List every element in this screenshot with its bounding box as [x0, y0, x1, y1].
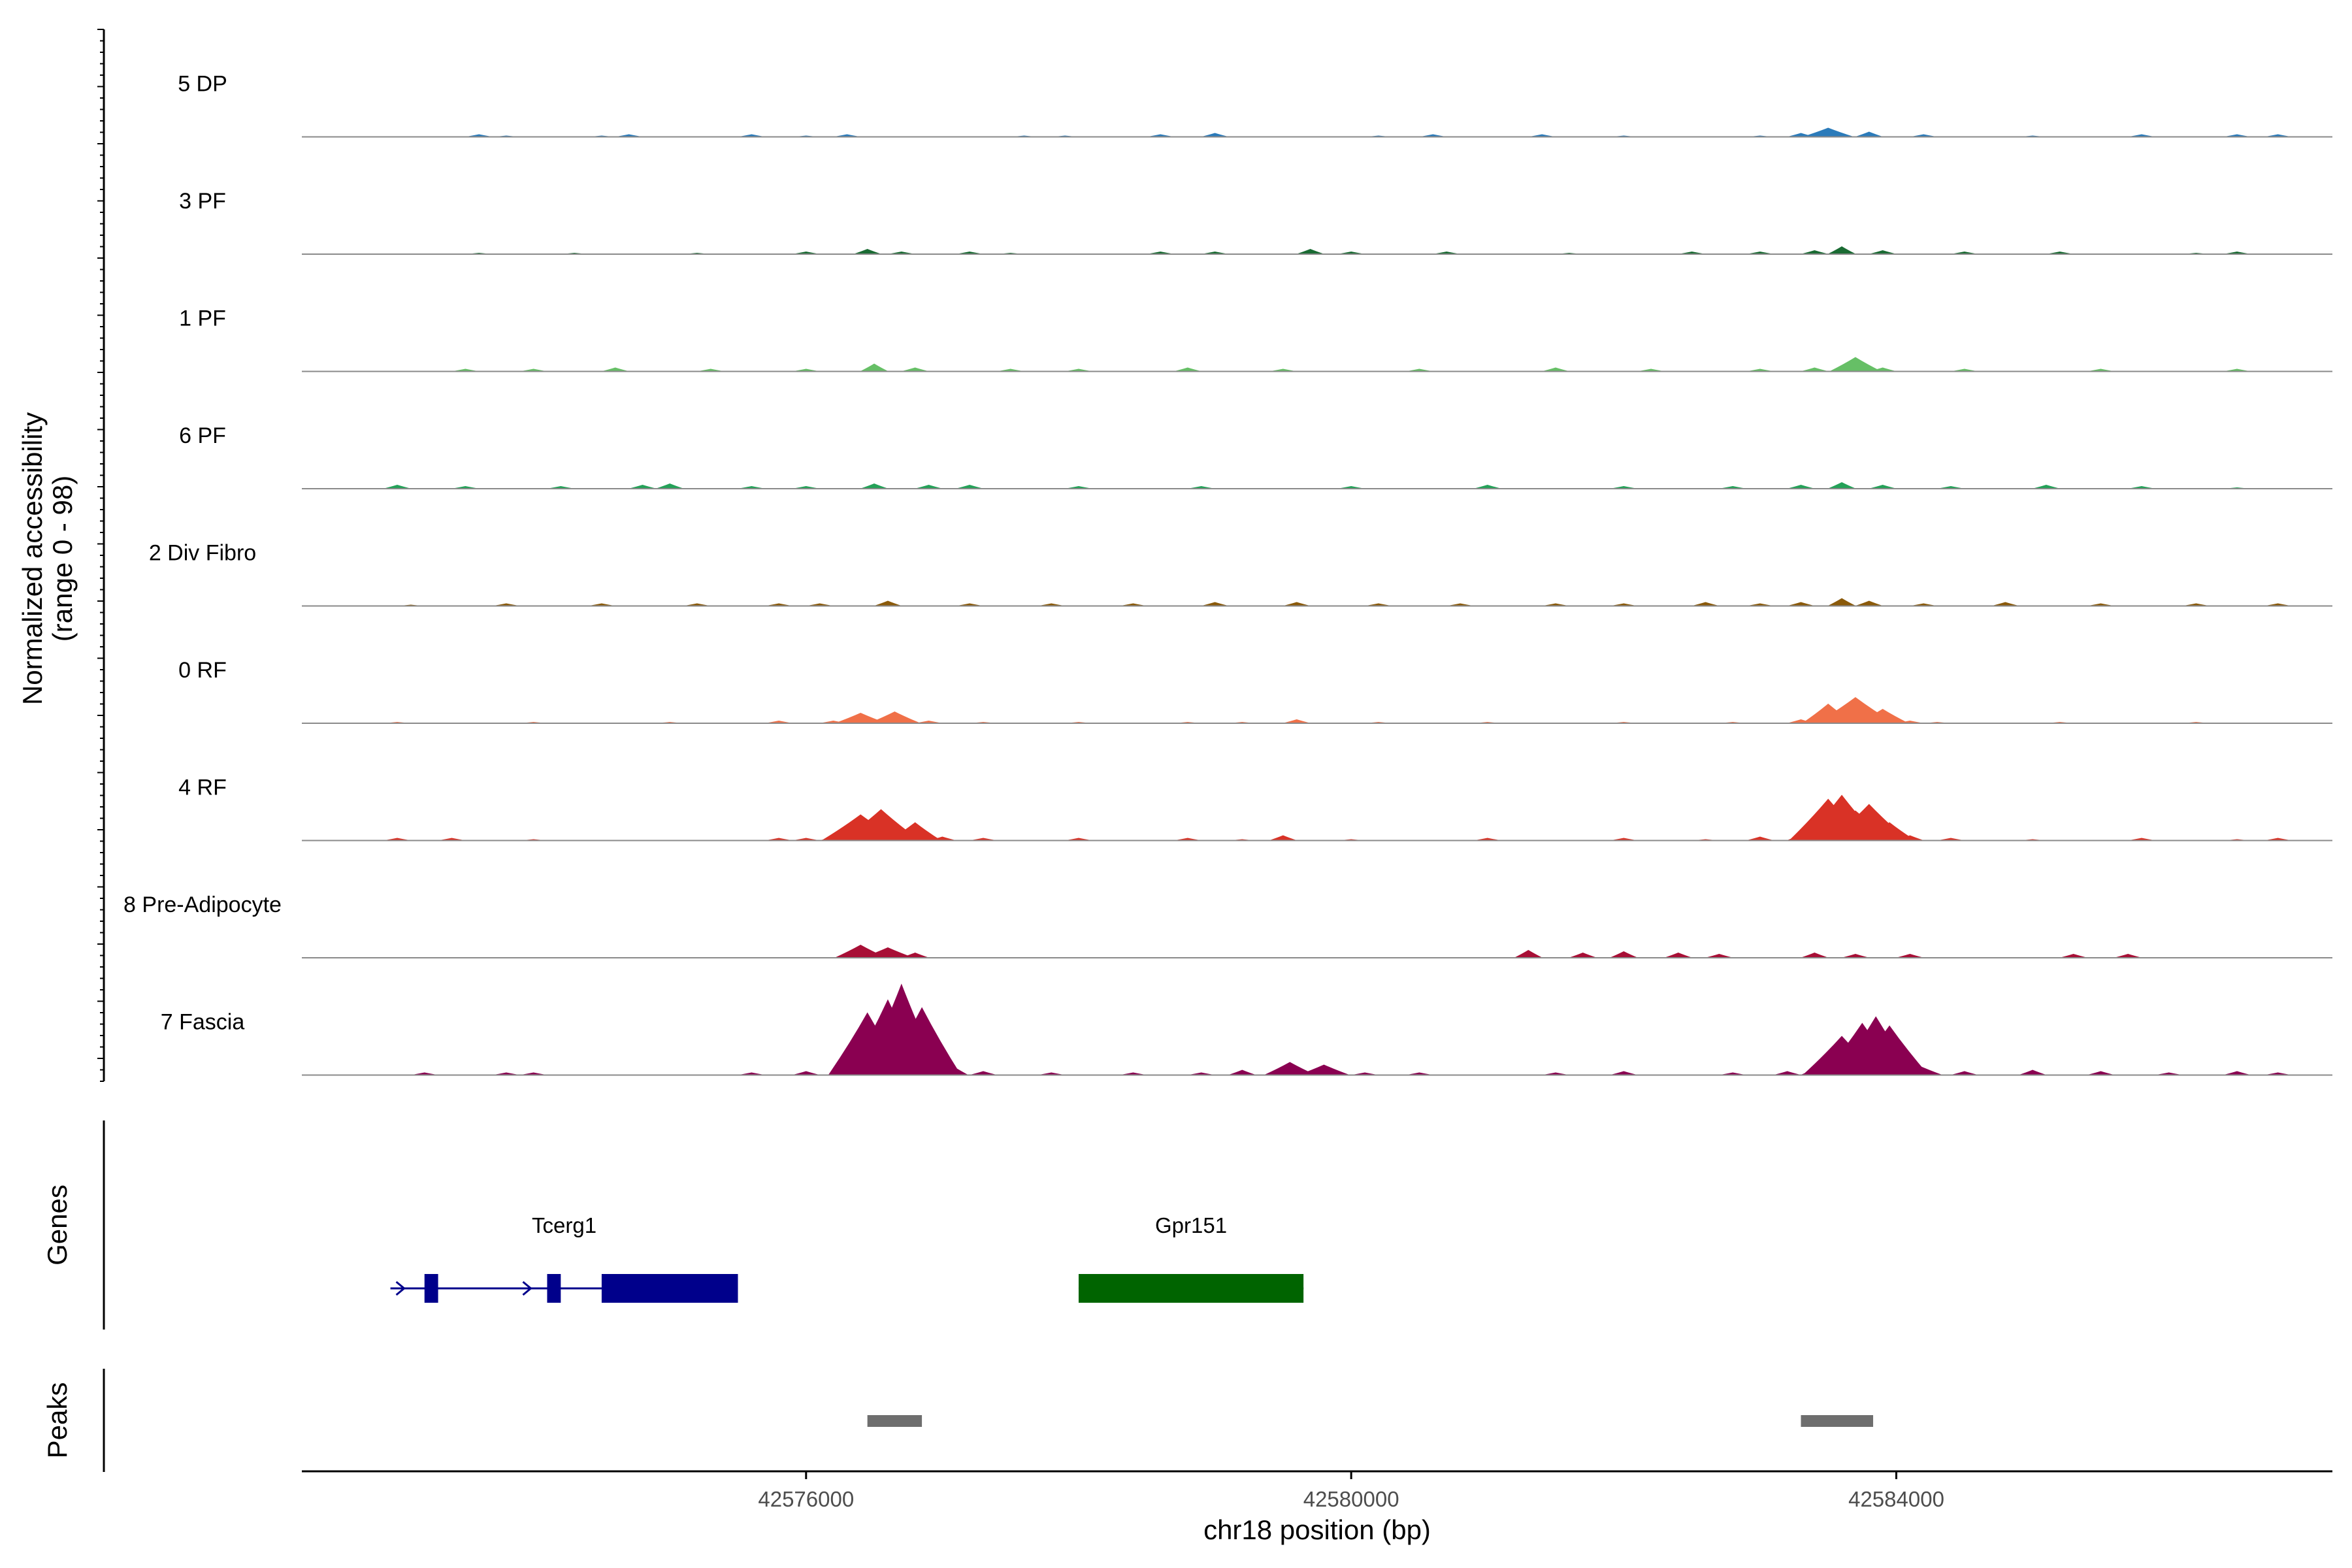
x-tick-label: 42576000 [758, 1487, 854, 1511]
strand-arrow [395, 1281, 406, 1296]
y-axis [97, 29, 105, 1082]
gene-gpr151: Gpr151 [1078, 1213, 1304, 1303]
track-signal [302, 794, 2332, 841]
gene-exon [424, 1274, 438, 1303]
track-signal [302, 482, 2332, 489]
peaks-panel-label: Peaks [42, 1382, 73, 1459]
gene-label: Gpr151 [1155, 1213, 1227, 1237]
track-0-rf: 0 RF [178, 658, 2332, 724]
x-axis-title: chr18 position (bp) [1203, 1514, 1431, 1545]
gene-exon [1078, 1274, 1304, 1303]
strand-arrow [522, 1281, 532, 1296]
track-label: 0 RF [178, 658, 227, 683]
track-1-pf: 1 PF [179, 306, 2332, 372]
track-6-pf: 6 PF [179, 423, 2332, 489]
gene-exon [601, 1274, 738, 1303]
track-5-dp: 5 DP [178, 72, 2332, 138]
track-label: 8 Pre-Adipocyte [123, 892, 282, 917]
track-signal [302, 697, 2332, 723]
x-tick-label: 42580000 [1303, 1487, 1399, 1511]
peak-track [867, 1415, 1874, 1427]
gene-exon [547, 1274, 561, 1303]
track-label: 4 RF [178, 776, 227, 800]
peak-region [867, 1415, 923, 1427]
track-signal [302, 598, 2332, 606]
x-tick-label: 42584000 [1848, 1487, 1944, 1511]
track-3-pf: 3 PF [179, 189, 2332, 255]
genes-panel-label: Genes [42, 1184, 73, 1266]
track-8-pre-adipocyte: 8 Pre-Adipocyte [123, 892, 2332, 958]
track-signal [302, 357, 2332, 372]
y-axis-title-line2: (range 0 - 98) [47, 476, 78, 642]
x-axis-ticks: 42576000 42580000 42584000 [758, 1471, 1944, 1511]
track-label: 3 PF [179, 189, 226, 214]
peak-region [1801, 1415, 1874, 1427]
track-signal [302, 983, 2332, 1075]
track-signal [302, 945, 2332, 958]
track-label: 2 Div Fibro [149, 541, 256, 566]
gene-tcerg1: Tcerg1 [390, 1213, 738, 1303]
gene-label: Tcerg1 [532, 1213, 596, 1237]
gene-track: Tcerg1 Gpr151 [390, 1213, 1304, 1303]
track-label: 6 PF [179, 423, 226, 448]
track-2-div-fibro: 2 Div Fibro [149, 541, 2332, 607]
track-4-rf: 4 RF [178, 776, 2332, 841]
track-7-fascia: 7 Fascia [161, 983, 2332, 1076]
coverage-tracks: 5 DP 3 PF 1 PF 6 PF 2 Div Fibro 0 RF 4 RF 8 Pre… [123, 72, 2332, 1076]
track-label: 5 DP [178, 72, 227, 97]
y-axis-title-line1: Normalized accessibility [17, 412, 48, 705]
track-label: 1 PF [179, 306, 226, 331]
track-label: 7 Fascia [161, 1010, 245, 1035]
track-signal [302, 127, 2332, 137]
track-signal [302, 246, 2332, 254]
y-axis-title: Normalized accessibility (range 0 - 98) [17, 412, 78, 705]
